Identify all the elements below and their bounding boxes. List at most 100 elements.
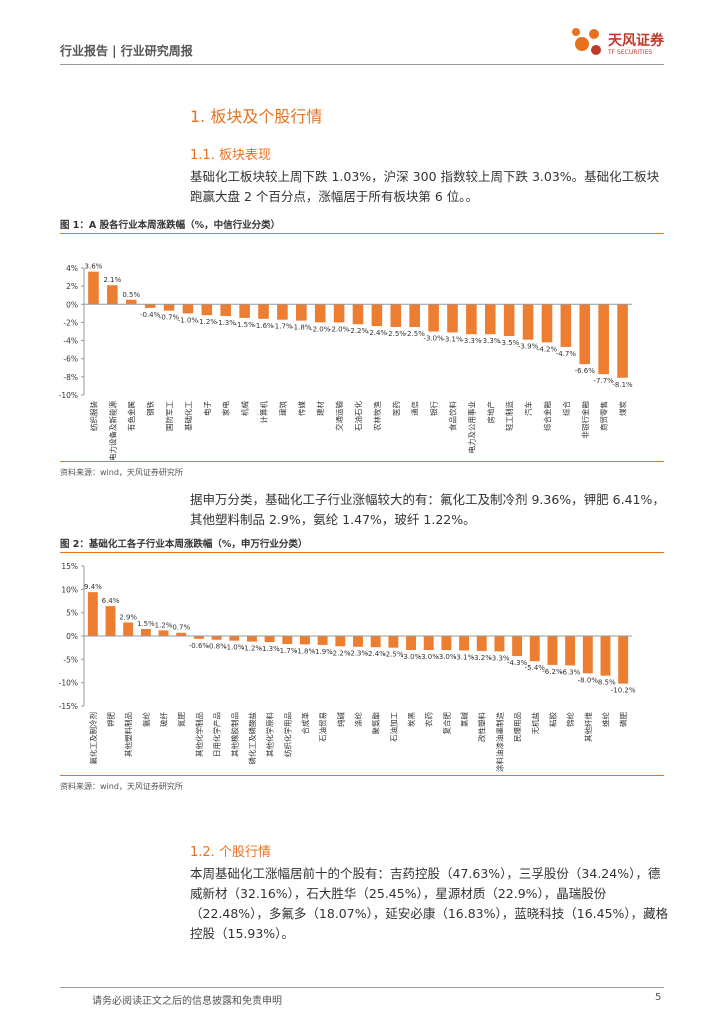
bar bbox=[88, 271, 99, 305]
data-label: -4.2% bbox=[537, 345, 558, 353]
bar bbox=[125, 299, 137, 305]
x-tick-label: 煤炭 bbox=[618, 401, 628, 416]
bar bbox=[476, 636, 487, 651]
bar bbox=[352, 304, 364, 325]
heading: 1. 板块及个股行情 bbox=[190, 107, 323, 126]
bar bbox=[617, 304, 628, 378]
data-label: -0.4% bbox=[140, 311, 161, 319]
bar bbox=[459, 636, 470, 651]
x-tick-label: 民爆用品 bbox=[512, 712, 522, 742]
x-tick-label: 其他塑料制品 bbox=[123, 712, 133, 757]
data-label: -1.7% bbox=[272, 323, 293, 331]
bar bbox=[193, 636, 204, 639]
data-label: -1.0% bbox=[178, 316, 199, 324]
data-label: -2.2% bbox=[330, 649, 351, 657]
page-number: 5 bbox=[655, 992, 662, 1003]
y-tick-label: 10% bbox=[61, 585, 78, 594]
data-label: -8.1% bbox=[612, 381, 633, 389]
bar bbox=[335, 636, 346, 647]
x-tick-label: 农药 bbox=[424, 712, 434, 727]
bar bbox=[371, 304, 383, 327]
bar bbox=[512, 636, 523, 657]
data-label: -2.2% bbox=[348, 327, 369, 335]
x-tick-label: 氮肥 bbox=[176, 712, 186, 727]
bar bbox=[229, 636, 240, 641]
bar bbox=[390, 304, 402, 327]
y-tick-label: 4% bbox=[66, 264, 78, 273]
bar bbox=[529, 636, 540, 662]
bar bbox=[144, 304, 156, 308]
bar bbox=[300, 636, 310, 645]
data-label: -1.2% bbox=[197, 318, 218, 326]
x-tick-label: 食品饮料 bbox=[447, 401, 457, 431]
bar bbox=[211, 636, 222, 640]
bar bbox=[579, 304, 591, 365]
x-tick-label: 电力设备及新能源 bbox=[107, 401, 117, 460]
data-label: 2.1% bbox=[103, 276, 121, 284]
bar bbox=[333, 304, 345, 323]
x-tick-label: 合成革 bbox=[300, 712, 310, 735]
bar bbox=[565, 636, 576, 666]
data-label: -2.4% bbox=[367, 329, 388, 337]
bar bbox=[441, 636, 452, 650]
bar bbox=[277, 304, 288, 320]
data-label: -2.5% bbox=[405, 330, 426, 338]
x-tick-label: 基础化工 bbox=[183, 401, 193, 431]
x-tick-label: 维纶 bbox=[600, 712, 610, 727]
paragraph: 基础化工板块较上周下跌 1.03%，沪深 300 指数较上周下跌 3.03%。基… bbox=[190, 169, 660, 204]
bar bbox=[582, 636, 593, 674]
heading: 1.2. 个股行情 bbox=[190, 845, 271, 860]
x-tick-label: 石油贸易 bbox=[318, 712, 328, 742]
data-label: -2.5% bbox=[383, 651, 404, 659]
data-label: -3.1% bbox=[442, 335, 463, 343]
x-tick-label: 有色金属 bbox=[126, 401, 136, 431]
bar bbox=[158, 630, 169, 636]
x-tick-label: 其他化学制品 bbox=[194, 712, 204, 757]
x-tick-label: 磷化工及磷酸盐 bbox=[247, 712, 257, 765]
data-label: -4.3% bbox=[507, 659, 528, 667]
bar bbox=[220, 304, 232, 317]
bar bbox=[282, 636, 293, 644]
x-tick-label: 交通运输 bbox=[334, 401, 344, 431]
bar bbox=[494, 636, 505, 652]
bar bbox=[163, 304, 175, 311]
x-tick-label: 通信 bbox=[410, 401, 420, 416]
x-tick-label: 磷肥 bbox=[618, 712, 628, 727]
x-tick-label: 涤纶 bbox=[353, 712, 363, 727]
bar bbox=[466, 304, 477, 335]
bar bbox=[560, 304, 572, 347]
data-label: -3.5% bbox=[499, 339, 520, 347]
source: 资料来源：wind，天风证券研究所 bbox=[60, 468, 183, 477]
x-tick-label: 电力及公用事业 bbox=[466, 401, 476, 454]
data-label: -6.6% bbox=[575, 367, 596, 375]
x-tick-label: 氯碱 bbox=[459, 712, 469, 727]
bar bbox=[314, 304, 326, 323]
data-label: -1.8% bbox=[291, 324, 312, 332]
bar bbox=[388, 636, 399, 648]
x-tick-label: 其他纤维 bbox=[583, 712, 593, 742]
data-label: -3.3% bbox=[489, 654, 510, 662]
bar bbox=[406, 636, 416, 650]
x-tick-label: 纺织服装 bbox=[88, 401, 98, 431]
data-label: 6.4% bbox=[102, 597, 120, 605]
data-label: -3.0% bbox=[423, 335, 444, 343]
chart: 15% 10% 5% 0% -5% -10% -15% 9.4% 氟化工及制冷剂 6.4% 钾肥 2.… bbox=[59, 562, 636, 772]
y-tick-label: -8% bbox=[63, 373, 78, 382]
data-label: -1.2% bbox=[242, 645, 263, 653]
x-tick-label: 建材 bbox=[315, 401, 325, 416]
data-label: -2.5% bbox=[386, 330, 407, 338]
bar bbox=[246, 636, 257, 642]
x-tick-label: 锦纶 bbox=[565, 712, 575, 727]
data-label: -6.2% bbox=[542, 668, 563, 676]
x-tick-label: 医药 bbox=[391, 401, 401, 416]
y-tick-label: -5% bbox=[63, 655, 78, 664]
data-label: -2.0% bbox=[329, 325, 350, 333]
x-tick-label: 机械 bbox=[240, 401, 250, 416]
bar bbox=[258, 304, 269, 319]
x-tick-label: 纺织化学用品 bbox=[282, 712, 292, 757]
data-label: -1.3% bbox=[259, 645, 280, 653]
data-label: -5.4% bbox=[525, 664, 546, 672]
bar bbox=[123, 622, 134, 636]
x-tick-label: 非银行金融 bbox=[580, 401, 590, 439]
x-tick-label: 日用化学产品 bbox=[212, 712, 222, 757]
